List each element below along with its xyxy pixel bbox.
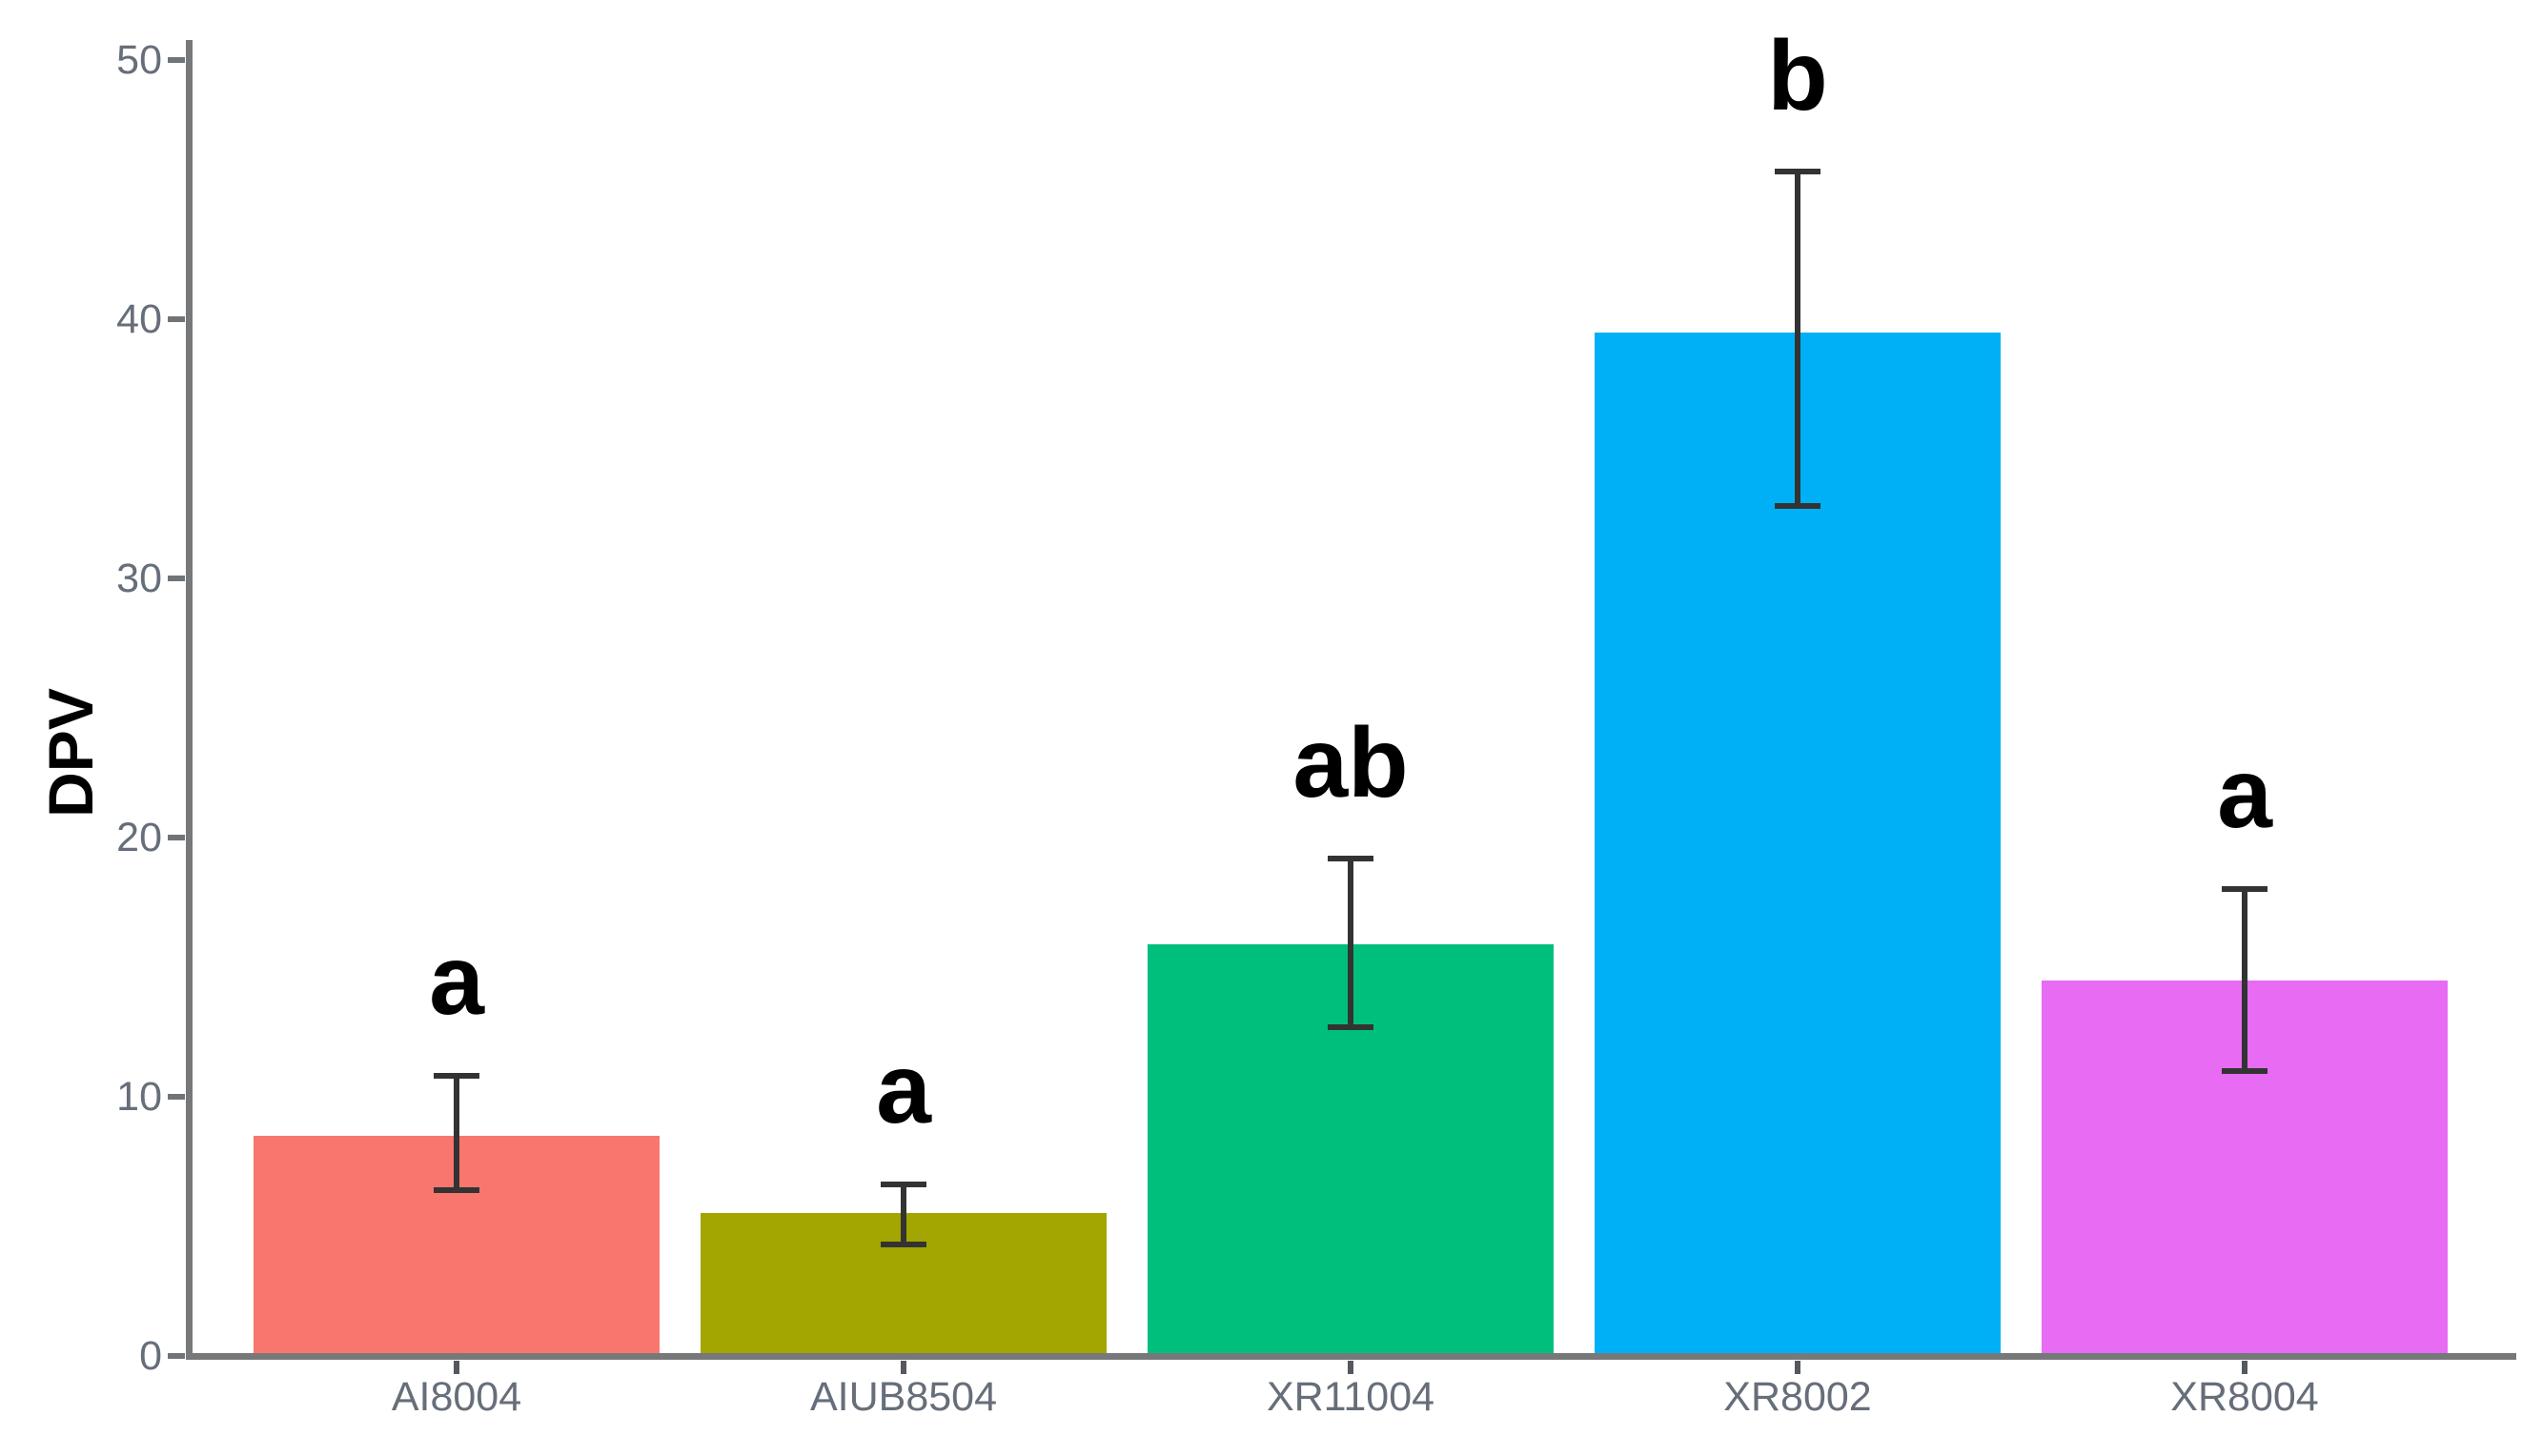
error-bar-ai8004 <box>454 1076 459 1190</box>
y-tick-label: 20 <box>116 815 162 860</box>
x-tick-mark <box>2242 1361 2247 1374</box>
y-tick-label: 50 <box>116 37 162 83</box>
x-tick-label-xr8002: XR8002 <box>1723 1374 1872 1420</box>
x-tick-mark <box>901 1361 906 1374</box>
error-bar-cap-bottom-xr8002 <box>1775 503 1820 509</box>
x-tick-mark <box>454 1361 459 1374</box>
x-tick-label-xr11004: XR11004 <box>1266 1374 1435 1420</box>
error-bar-cap-bottom-ai8004 <box>434 1187 479 1193</box>
y-tick-label: 0 <box>139 1333 162 1379</box>
x-tick-label-aiub8504: AIUB8504 <box>809 1374 998 1420</box>
significance-letter-ai8004: a <box>429 925 484 1036</box>
y-tick-mark <box>168 1353 185 1359</box>
y-tick-mark <box>168 1094 185 1100</box>
significance-letter-xr8002: b <box>1767 21 1828 131</box>
y-tick-mark <box>168 57 185 63</box>
error-bar-xr11004 <box>1348 859 1353 1027</box>
significance-letter-xr11004: ab <box>1292 708 1409 819</box>
error-bar-cap-top-xr11004 <box>1328 856 1373 861</box>
y-axis-line <box>186 40 193 1360</box>
error-bar-xr8002 <box>1795 172 1800 506</box>
error-bar-cap-bottom-xr8004 <box>2222 1068 2267 1074</box>
significance-letter-aiub8504: a <box>876 1034 931 1144</box>
error-bar-cap-top-aiub8504 <box>881 1182 926 1187</box>
error-bar-cap-bottom-aiub8504 <box>881 1242 926 1247</box>
error-bar-xr8004 <box>2242 889 2247 1071</box>
x-tick-label-ai8004: AI8004 <box>391 1374 522 1420</box>
y-tick-mark <box>168 576 185 581</box>
x-tick-mark <box>1795 1361 1800 1374</box>
y-tick-mark <box>168 835 185 840</box>
y-tick-mark <box>168 316 185 322</box>
y-tick-label: 10 <box>116 1074 162 1120</box>
x-tick-label-xr8004: XR8004 <box>2170 1374 2319 1420</box>
error-bar-cap-top-ai8004 <box>434 1073 479 1079</box>
y-tick-label: 30 <box>116 556 162 601</box>
significance-letter-xr8004: a <box>2217 738 2272 849</box>
error-bar-cap-top-xr8004 <box>2222 886 2267 892</box>
x-tick-mark <box>1348 1361 1353 1374</box>
error-bar-cap-bottom-xr11004 <box>1328 1024 1373 1030</box>
y-tick-label: 40 <box>116 296 162 342</box>
error-bar-aiub8504 <box>901 1184 906 1244</box>
x-axis-line <box>186 1353 2516 1360</box>
error-bar-cap-top-xr8002 <box>1775 169 1820 174</box>
